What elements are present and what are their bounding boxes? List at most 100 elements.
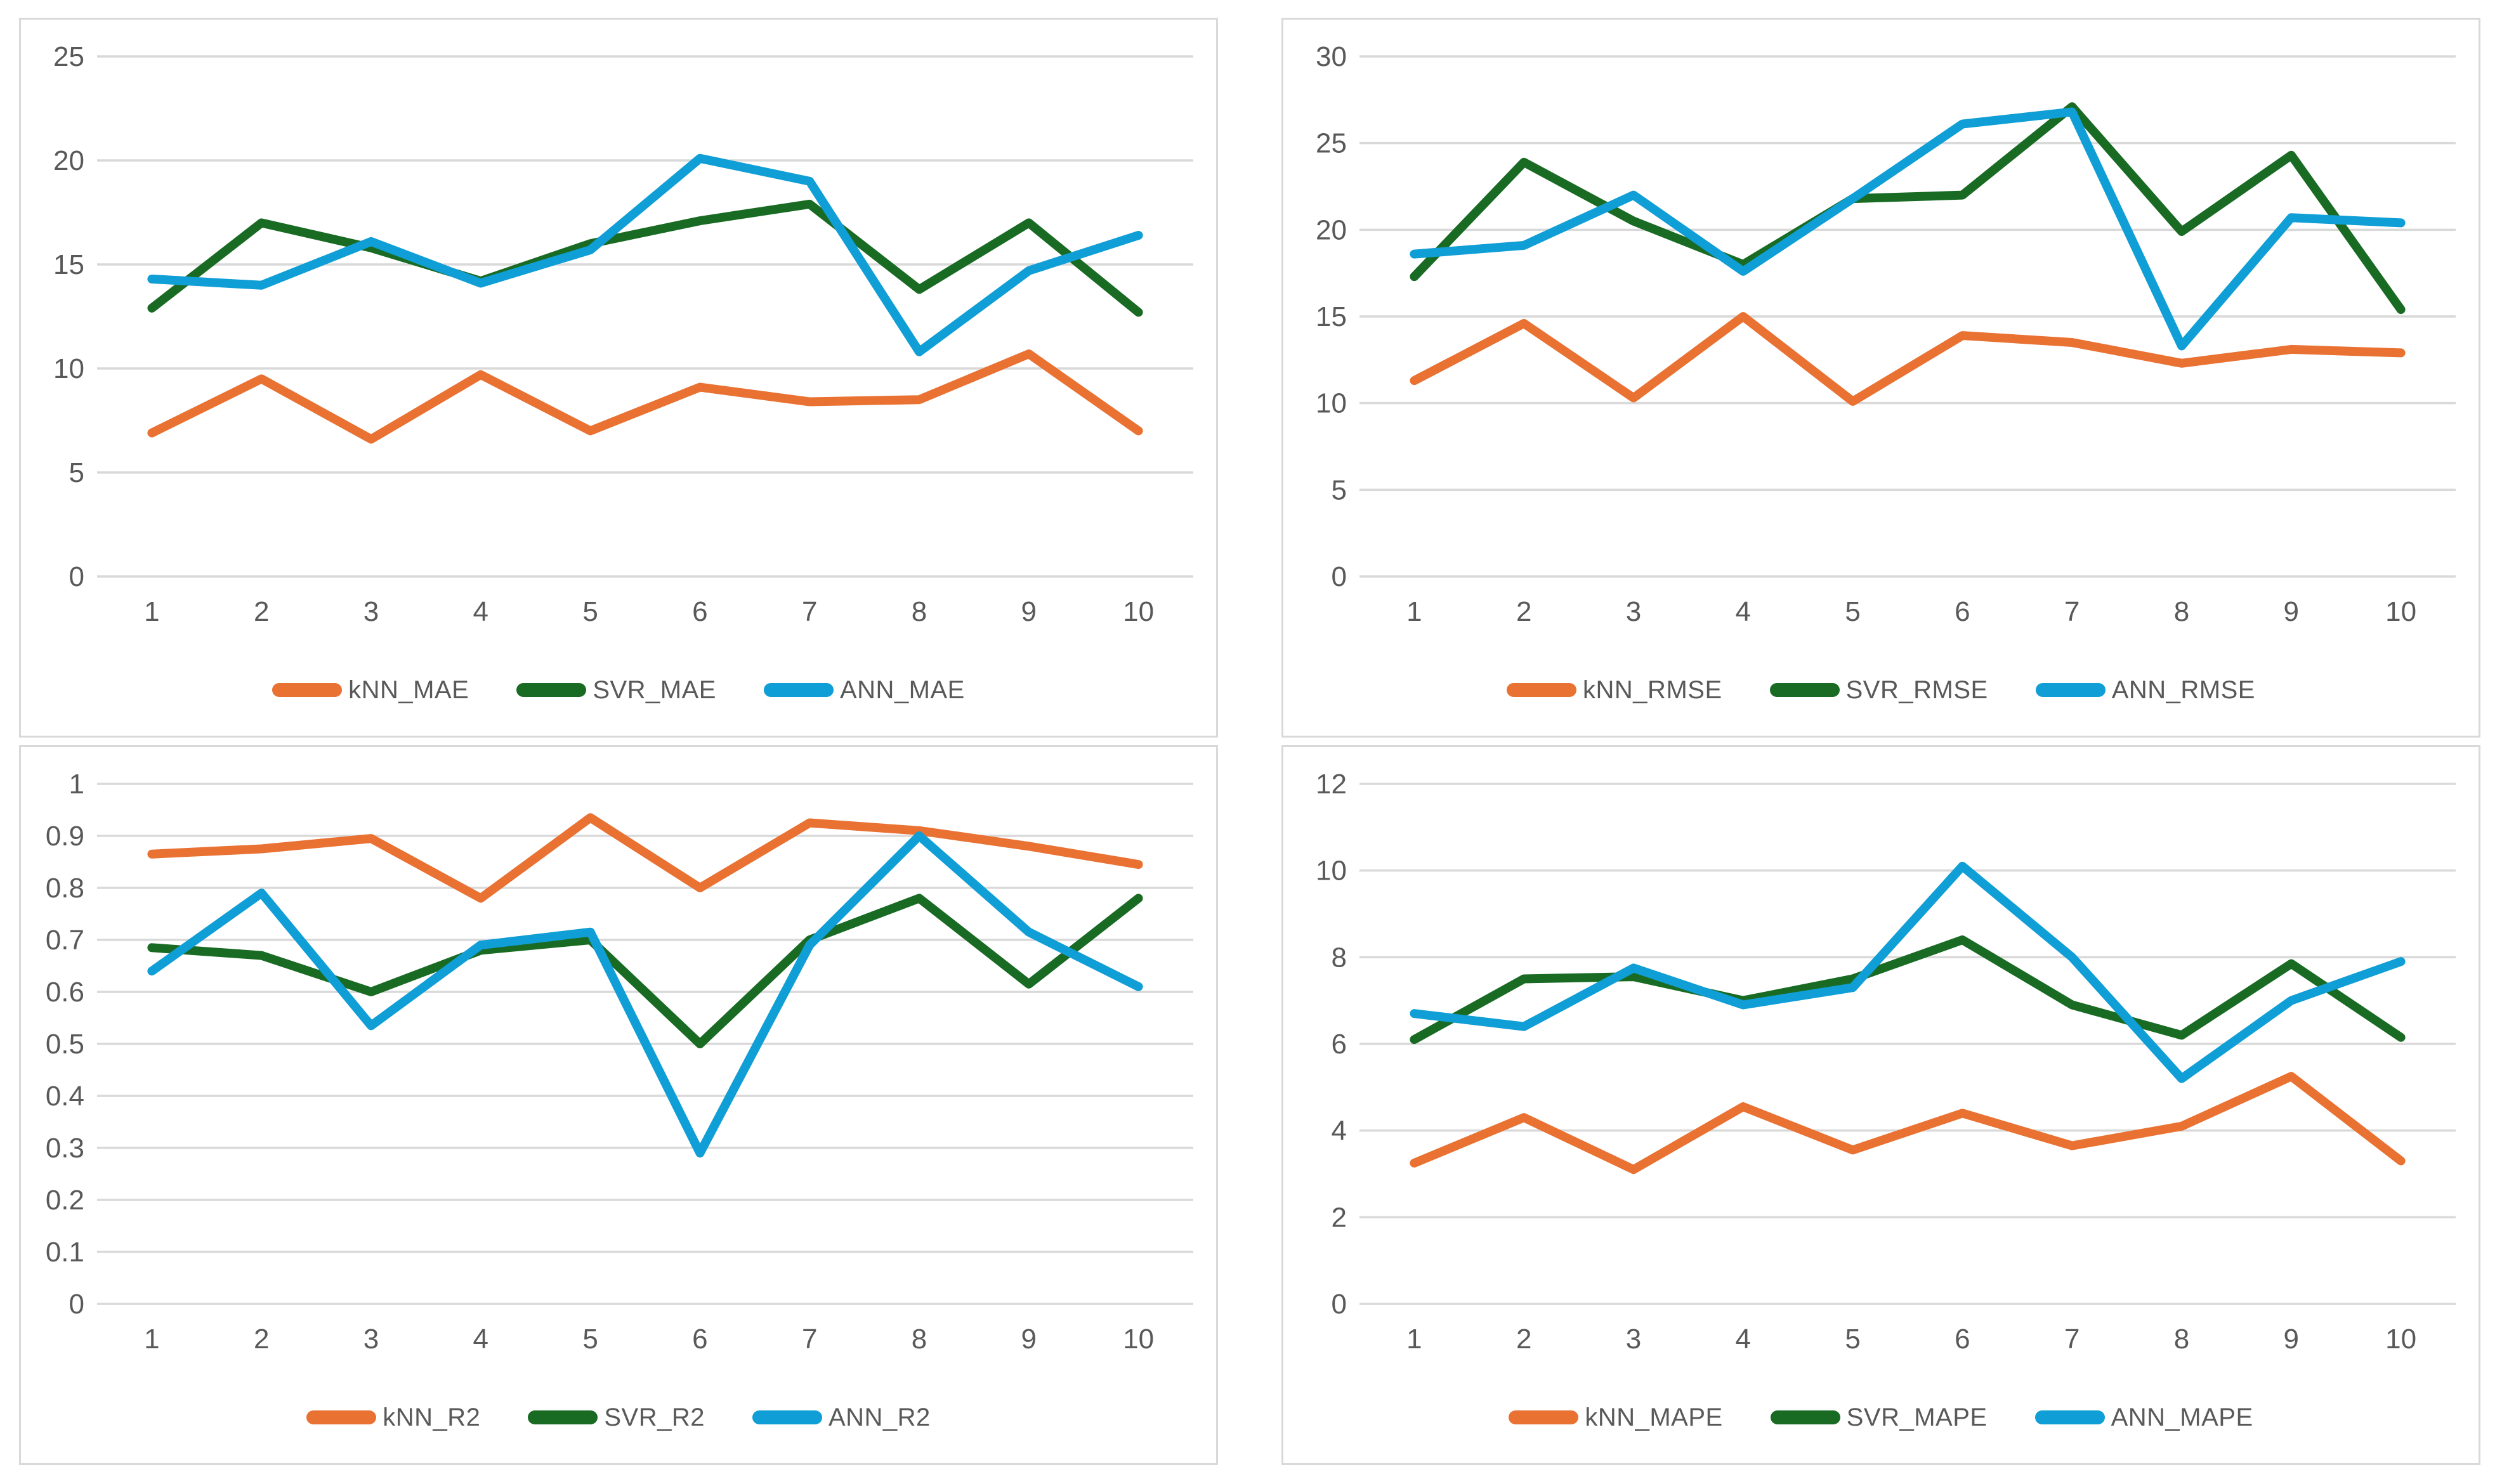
y-tick-label: 0.1 [46,1237,84,1268]
legend-label: SVR_MAPE [1846,1403,1988,1431]
y-tick-label: 5 [69,457,84,488]
y-tick-label: 0 [1332,561,1347,592]
legend-label: kNN_MAE [348,675,469,704]
x-tick-label: 5 [582,1324,598,1355]
legend-line-swatch [1509,1410,1579,1424]
legend-item-SVR_MAE[interactable]: SVR_MAE [516,676,716,705]
y-tick-label: 0.3 [46,1133,84,1164]
x-tick-label: 4 [1736,596,1751,627]
x-tick-label: 9 [2284,596,2299,627]
y-tick-label: 8 [1332,942,1347,973]
y-tick-label: 25 [1316,128,1347,159]
chart-panel-rmse[interactable]: 0 5 10 15 20 25 30 1 2 3 4 5 6 7 8 9 10 kNN_RMSE SVR_RMSE… [1281,18,2480,738]
y-tick-label: 15 [1316,301,1347,332]
line-chart-rmse: 0 5 10 15 20 25 30 1 2 3 4 5 6 7 8 9 10 [1316,41,2456,627]
legend-label: kNN_R2 [383,1403,481,1431]
series-line-ANN_RMSE[interactable] [1410,107,2406,351]
y-tick-label: 0.8 [46,873,84,904]
x-tick-label: 2 [254,1324,269,1355]
legend-label: SVR_MAE [593,675,716,704]
series-line-SVR_MAE[interactable] [147,199,1143,317]
series-line-ANN_R2[interactable] [147,831,1143,1158]
y-tick-label: 2 [1332,1202,1347,1233]
series-line-kNN_RMSE[interactable] [1410,312,2406,406]
y-tick-label: 1 [69,769,84,800]
x-tick-label: 10 [1123,1324,1154,1355]
y-tick-label: 10 [1316,388,1347,419]
legend-line-swatch [516,683,587,697]
x-tick-label: 1 [1406,1324,1422,1355]
y-tick-label: 0.9 [46,821,84,852]
y-tick-label: 10 [53,353,84,384]
x-tick-label: 1 [144,1324,159,1355]
line-chart-r2: 0 0.1 0.2 0.3 0.4 0.5 0.6 0.7 0.8 0.9 1 1 2 3 4 5 6 7 8 9 10 [46,769,1193,1355]
x-tick-label: 2 [1516,596,1531,627]
legend-item-ANN_R2[interactable]: ANN_R2 [752,1403,931,1432]
x-tick-label: 7 [2064,596,2080,627]
chart-panel-r2[interactable]: 0 0.1 0.2 0.3 0.4 0.5 0.6 0.7 0.8 0.9 1 1 2 3 4 5 6 7 8 9 10… [19,745,1218,1465]
x-tick-label: 9 [2284,1324,2299,1355]
x-tick-label: 6 [692,1324,707,1355]
legend-item-SVR_R2[interactable]: SVR_R2 [528,1403,705,1432]
y-tick-label: 30 [1316,41,1347,72]
y-tick-label: 4 [1332,1116,1347,1147]
legend-item-ANN_MAPE[interactable]: ANN_MAPE [2034,1403,2253,1432]
legend-item-SVR_RMSE[interactable]: SVR_RMSE [1769,676,1988,705]
x-tick-label: 5 [1845,1324,1860,1355]
legend-line-swatch [2035,683,2106,697]
y-tick-label: 0 [1332,1289,1347,1320]
series-line-SVR_MAPE[interactable] [1410,935,2406,1045]
legend-line-swatch [1507,683,1577,697]
legend-item-kNN_R2[interactable]: kNN_R2 [306,1403,480,1432]
y-tick-label: 12 [1316,769,1347,800]
series-line-kNN_R2[interactable] [147,813,1143,903]
x-tick-label: 7 [802,1324,817,1355]
legend-line-swatch [2034,1410,2105,1424]
y-tick-label: 20 [53,145,84,176]
chart-panel-mape[interactable]: 0 2 4 6 8 10 12 1 2 3 4 5 6 7 8 9 10 kNN_MAPE SVR_MAPE ANN… [1281,745,2480,1465]
series-line-kNN_MAPE[interactable] [1410,1072,2406,1175]
x-tick-label: 10 [1123,596,1154,627]
legend-item-kNN_MAPE[interactable]: kNN_MAPE [1509,1403,1722,1432]
x-tick-label: 3 [364,1324,379,1355]
chart-panel-mae[interactable]: 0 5 10 15 20 25 1 2 3 4 5 6 7 8 9 10 kNN_MAE SVR_MAE ANN_… [19,18,1218,738]
series-line-SVR_RMSE[interactable] [1410,102,2406,315]
x-tick-label: 4 [473,1324,488,1355]
y-tick-label: 10 [1316,856,1347,887]
series-line-ANN_MAPE[interactable] [1410,861,2406,1083]
x-tick-label: 6 [1955,1324,1970,1355]
legend-item-kNN_MAE[interactable]: kNN_MAE [272,676,469,705]
line-chart-mae: 0 5 10 15 20 25 1 2 3 4 5 6 7 8 9 10 [53,41,1193,627]
legend-r2: kNN_R2 SVR_R2 ANN_R2 [21,1372,1216,1463]
x-tick-label: 1 [144,596,159,627]
legend-line-swatch [752,1410,822,1424]
legend-label: ANN_MAE [839,675,965,704]
legend-line-swatch [1769,683,1840,697]
y-tick-label: 5 [1332,474,1347,505]
x-tick-label: 7 [802,596,817,627]
legend-item-kNN_RMSE[interactable]: kNN_RMSE [1507,676,1722,705]
legend-line-swatch [528,1410,598,1424]
x-tick-label: 4 [1736,1324,1751,1355]
legend-label: kNN_RMSE [1583,675,1722,704]
legend-item-ANN_MAE[interactable]: ANN_MAE [763,675,965,705]
y-tick-label: 15 [53,249,84,280]
series-line-ANN_MAE[interactable] [147,153,1143,356]
x-tick-label: 10 [2385,596,2416,627]
x-tick-label: 1 [1406,596,1422,627]
legend-label: ANN_R2 [828,1403,931,1431]
y-tick-label: 0.7 [46,925,84,956]
legend-item-ANN_RMSE[interactable]: ANN_RMSE [2035,676,2255,705]
x-tick-label: 10 [2385,1324,2416,1355]
legend-line-swatch [306,1410,377,1424]
series-line-kNN_MAE[interactable] [147,349,1143,444]
y-tick-label: 25 [53,41,84,72]
legend-mape: kNN_MAPE SVR_MAPE ANN_MAPE [1283,1372,2479,1463]
x-tick-label: 3 [364,596,379,627]
x-tick-label: 6 [1955,596,1970,627]
y-tick-label: 0.6 [46,977,84,1008]
legend-item-SVR_MAPE[interactable]: SVR_MAPE [1770,1403,1988,1432]
series-line-SVR_R2[interactable] [147,894,1143,1048]
x-tick-label: 6 [692,596,707,627]
